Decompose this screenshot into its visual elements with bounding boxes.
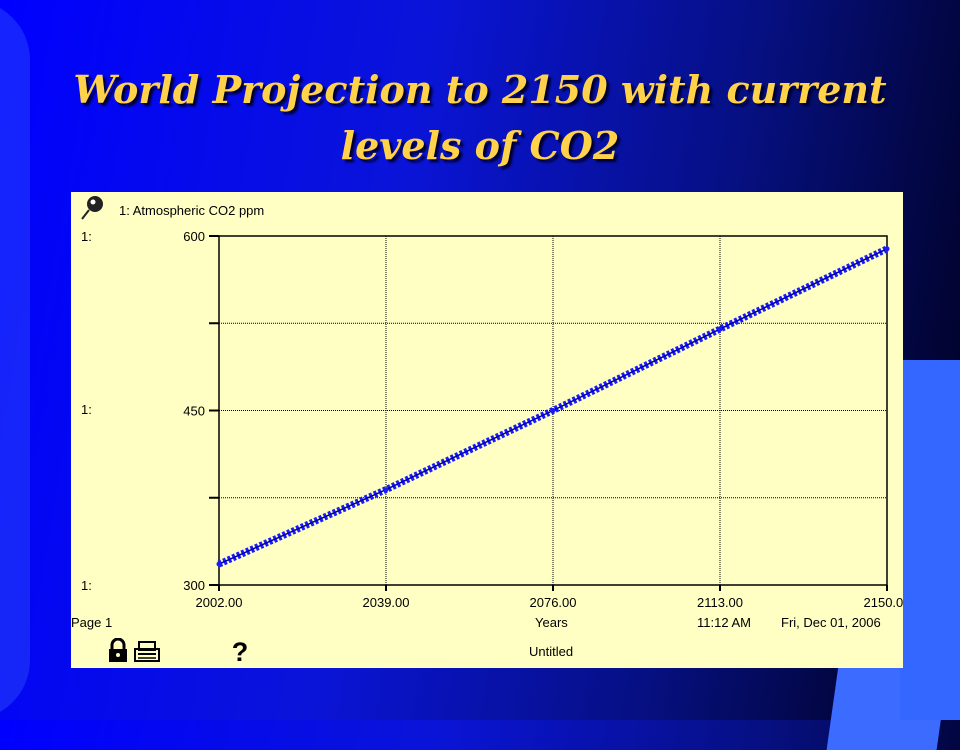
x-tick-label: 2150.00	[864, 595, 904, 610]
data-point	[550, 408, 556, 413]
chart-tick-labels: 2002.00 2039.00 2076.00 2113.00 2150.00 600 45…	[183, 229, 903, 610]
graph-window: 1: Atmospheric CO2 ppm 1: 1: 1: 2002.00 2…	[71, 192, 903, 668]
pin-icon[interactable]	[79, 194, 109, 222]
data-point	[717, 326, 723, 332]
right-decoration-strip	[900, 360, 960, 720]
x-tick-label: 2039.00	[363, 595, 410, 610]
lock-icon[interactable]	[107, 638, 129, 664]
line-chart: 2002.00 2039.00 2076.00 2113.00 2150.00 600 45…	[183, 229, 903, 610]
data-point	[884, 246, 890, 252]
time-label: 11:12 AM	[697, 615, 751, 630]
y-axis-prefix-top: 1:	[81, 229, 92, 244]
x-tick-label: 2002.00	[196, 595, 243, 610]
x-tick-label: 2113.00	[697, 595, 743, 610]
footer-title: Untitled	[529, 644, 574, 659]
data-point	[383, 487, 389, 493]
chart-ticks	[209, 235, 888, 591]
chart-series	[216, 245, 890, 568]
x-tick-label: 2076.00	[530, 595, 577, 610]
x-axis-label: Years	[535, 615, 568, 630]
page-label[interactable]: Page 1	[71, 615, 113, 630]
data-point	[216, 561, 222, 567]
y-axis-prefix-middle: 1:	[81, 402, 92, 417]
help-icon[interactable]: ?	[229, 636, 251, 666]
date-label: Fri, Dec 01, 2006	[781, 615, 881, 630]
y-tick-label: 600	[183, 229, 205, 244]
left-decoration	[0, 0, 30, 720]
series-legend-label: 1: Atmospheric CO2 ppm	[119, 203, 265, 218]
slide-title: World Projection to 2150 with current le…	[73, 67, 887, 168]
y-axis-prefix-bottom: 1:	[81, 578, 92, 593]
y-tick-label: 450	[183, 404, 205, 419]
y-tick-label: 300	[183, 578, 205, 593]
print-icon[interactable]	[133, 640, 161, 664]
svg-text:?: ?	[232, 637, 249, 666]
